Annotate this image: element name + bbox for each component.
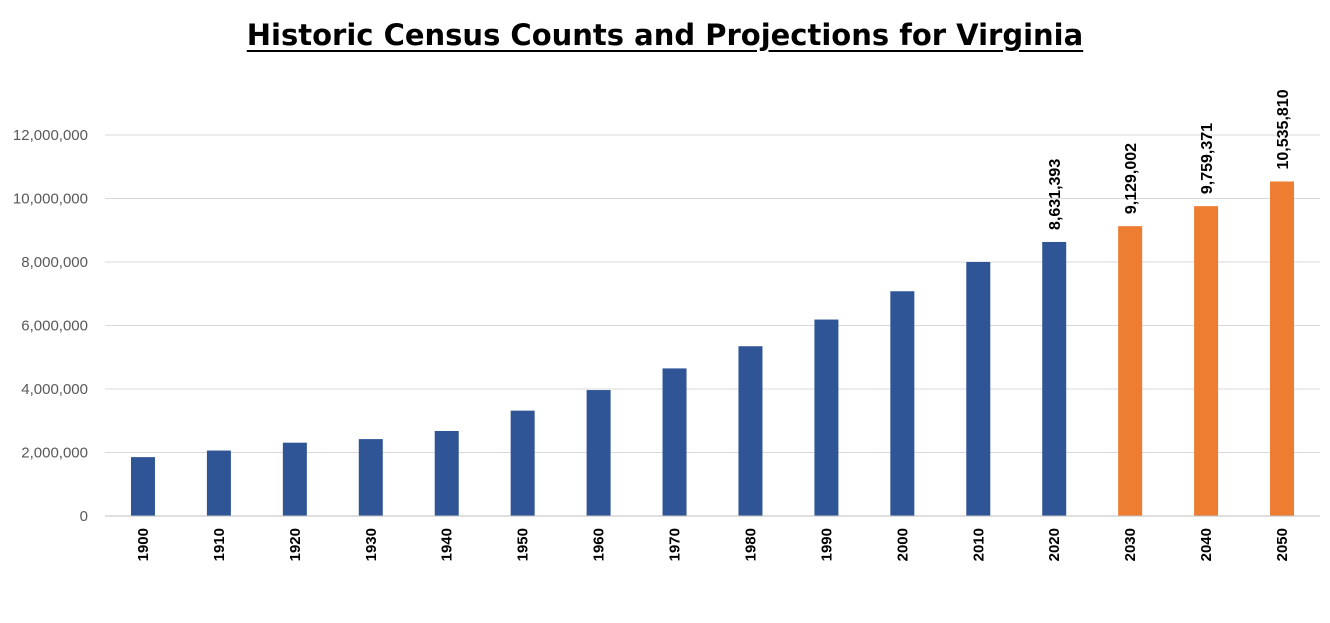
x-tick-label-1970: 1970 — [667, 528, 684, 561]
data-label-2050: 10,535,810 — [1275, 89, 1292, 169]
bar-1960 — [586, 390, 611, 516]
bar-2040 — [1194, 206, 1219, 517]
data-labels: 8,631,393 9,129,002 9,759,371 10,535,810 — [1047, 89, 1292, 230]
bar-1900 — [130, 457, 155, 516]
x-tick-label-2010: 2010 — [970, 528, 987, 561]
data-label-2040: 9,759,371 — [1199, 123, 1216, 194]
bar-2030 — [1118, 226, 1143, 517]
x-tick-label-1910: 1910 — [211, 528, 228, 561]
y-tick-label: 10,000,000 — [13, 191, 88, 208]
x-axis-ticks: 1900 1910 1920 1930 1940 1950 1960 1970 1980 1990… — [135, 528, 1291, 561]
x-tick-label-1960: 1960 — [591, 528, 608, 561]
bar-1990 — [814, 319, 839, 516]
bar-1950 — [510, 410, 535, 516]
bar-2020 — [1042, 241, 1067, 516]
y-tick-label: 4,000,000 — [21, 381, 88, 398]
bar-2050 — [1270, 181, 1295, 516]
data-label-2030: 9,129,002 — [1123, 143, 1140, 214]
y-axis-ticks: 0 2,000,000 4,000,000 6,000,000 8,000,000 10,… — [13, 127, 88, 525]
x-tick-label-2040: 2040 — [1198, 528, 1215, 561]
bar-1980 — [738, 346, 763, 516]
gridlines — [105, 134, 1320, 453]
data-label-2020: 8,631,393 — [1047, 159, 1064, 230]
y-tick-label: 12,000,000 — [13, 127, 88, 144]
bar-2000 — [890, 291, 915, 516]
bar-1910 — [206, 450, 231, 516]
bar-1940 — [434, 430, 459, 516]
x-tick-label-2050: 2050 — [1274, 528, 1291, 561]
x-tick-label-1990: 1990 — [818, 528, 835, 561]
x-tick-label-1950: 1950 — [515, 528, 532, 561]
x-tick-label-2000: 2000 — [894, 528, 911, 561]
x-tick-label-1930: 1930 — [363, 528, 380, 561]
x-tick-label-2020: 2020 — [1046, 528, 1063, 561]
x-tick-label-1980: 1980 — [742, 528, 759, 561]
bar-1920 — [282, 442, 307, 516]
x-tick-label-1900: 1900 — [135, 528, 152, 561]
x-tick-label-2030: 2030 — [1122, 528, 1139, 561]
x-tick-label-1940: 1940 — [439, 528, 456, 561]
bar-1970 — [662, 368, 687, 516]
bars — [130, 181, 1295, 517]
chart-title: Historic Census Counts and Projections f… — [246, 18, 1084, 52]
x-tick-label-1920: 1920 — [287, 528, 304, 561]
y-tick-label: 6,000,000 — [21, 318, 88, 335]
y-tick-label: 0 — [80, 508, 88, 525]
bar-1930 — [358, 439, 383, 516]
y-tick-label: 8,000,000 — [21, 254, 88, 271]
bar-2010 — [966, 261, 991, 516]
y-tick-label: 2,000,000 — [21, 445, 88, 462]
